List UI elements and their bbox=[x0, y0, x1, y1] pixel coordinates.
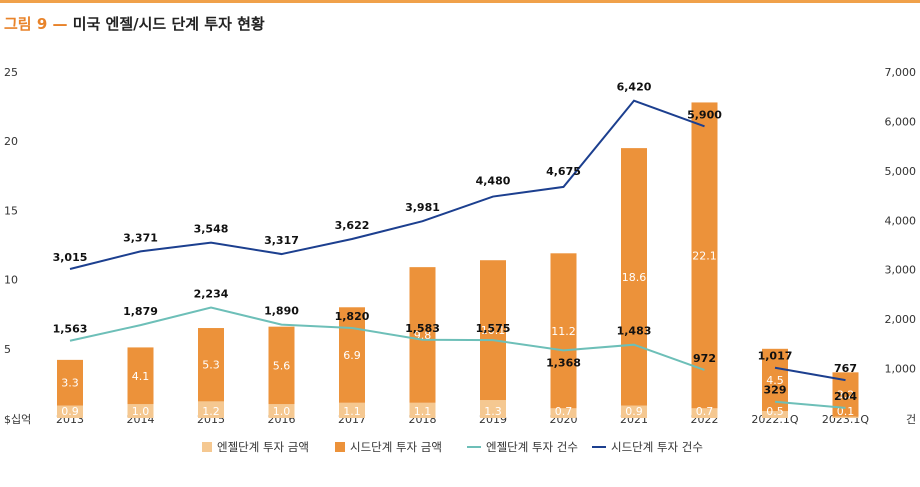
y-right-tick-label: 7,000 bbox=[885, 66, 917, 79]
bar-angel-amount bbox=[57, 405, 83, 418]
bar-seed-amount bbox=[57, 359, 83, 406]
top-accent-line bbox=[0, 0, 920, 3]
y-axis-right-label: 건 bbox=[906, 413, 916, 426]
y-right-tick-label: 3,000 bbox=[885, 264, 917, 277]
seed-count-label: 3,548 bbox=[194, 223, 229, 236]
y-right-tick-label: 5,000 bbox=[885, 165, 917, 178]
angel-count-label: 1,583 bbox=[405, 322, 440, 335]
bar-angel-amount-label: 1.2 bbox=[202, 405, 220, 418]
bar-angel-amount-label: 1.3 bbox=[484, 405, 502, 418]
bar-seed-amount-label: 3.2 bbox=[837, 388, 855, 401]
bar-seed-amount-label: 22.1 bbox=[692, 249, 717, 262]
seed-count-label: 3,981 bbox=[405, 201, 440, 214]
y-left-tick-label: 5 bbox=[4, 343, 11, 356]
y-right-tick-label: 2,000 bbox=[885, 313, 917, 326]
bar-seed-amount-label: 5.3 bbox=[202, 359, 220, 372]
y-axis-left-label: $십억 bbox=[4, 413, 31, 426]
bar-seed-amount bbox=[268, 326, 295, 405]
bar-angel-amount-label: 0.5 bbox=[766, 405, 784, 418]
bar-seed-amount bbox=[550, 253, 577, 409]
bar-angel-amount-label: 1.0 bbox=[273, 405, 291, 418]
y-left-tick-label: 15 bbox=[4, 204, 18, 217]
seed-count-quarterly-line bbox=[774, 366, 846, 382]
seed-count-label: 4,480 bbox=[476, 175, 511, 188]
bar-angel-amount bbox=[480, 400, 506, 418]
bar-seed-amount-label: 3.3 bbox=[61, 377, 79, 390]
angel-count-line bbox=[69, 306, 705, 371]
y-left-tick-label: 10 bbox=[4, 274, 18, 287]
y-left-tick-label: 25 bbox=[4, 66, 18, 79]
angel-count-label: 972 bbox=[693, 352, 716, 365]
bar-angel-amount-label: 0.7 bbox=[555, 405, 573, 418]
bar-seed-amount-label: 4.1 bbox=[132, 370, 150, 383]
bar-seed-amount bbox=[762, 348, 788, 412]
y-right-tick-label: 6,000 bbox=[885, 115, 917, 128]
bar-seed-amount bbox=[691, 102, 718, 409]
bar-angel-amount bbox=[832, 416, 859, 418]
bar-seed-amount bbox=[339, 307, 365, 403]
legend-label: 엔젤단계 투자 건수 bbox=[486, 440, 578, 454]
seed-count-label: 1,017 bbox=[758, 350, 793, 363]
y-right-tick-label: 4,000 bbox=[885, 214, 917, 227]
bar-angel-amount-label: 0.7 bbox=[696, 405, 714, 418]
bar-seed-amount-label: 10.1 bbox=[481, 324, 506, 337]
seed-count-label: 3,371 bbox=[123, 231, 158, 244]
bar-angel-amount bbox=[268, 404, 295, 418]
angel-count-label: 1,575 bbox=[476, 322, 511, 335]
bar-seed-amount-label: 18.6 bbox=[622, 271, 647, 284]
angel-count-label: 1,879 bbox=[123, 305, 158, 318]
seed-count-label: 6,420 bbox=[617, 81, 652, 94]
angel-count-label: 1,563 bbox=[53, 323, 88, 336]
bar-angel-amount bbox=[127, 404, 154, 418]
legend-label: 시드단계 투자 건수 bbox=[611, 440, 703, 454]
legend-label: 시드단계 투자 금액 bbox=[350, 440, 442, 454]
legend-swatch bbox=[335, 442, 345, 452]
bar-angel-amount bbox=[198, 401, 224, 418]
bar-angel-amount-label: 0.9 bbox=[625, 405, 643, 418]
bar-angel-amount bbox=[339, 402, 365, 418]
y-right-tick-label: 1,000 bbox=[885, 363, 917, 376]
angel-count-label: 1,890 bbox=[264, 305, 299, 318]
seed-count-label: 767 bbox=[834, 362, 857, 375]
angel-count-label: 2,234 bbox=[194, 288, 229, 301]
bar-seed-amount-label: 6.9 bbox=[343, 349, 361, 362]
bar-seed-amount bbox=[127, 347, 154, 405]
bar-seed-amount bbox=[409, 267, 436, 403]
y-left-tick-label: 20 bbox=[4, 135, 18, 148]
bar-angel-amount-label: 1.1 bbox=[343, 405, 361, 418]
figure-title-text: 미국 엔젤/시드 단계 투자 현황 bbox=[72, 15, 265, 33]
bar-seed-amount-label: 4.5 bbox=[766, 374, 784, 387]
angel-count-label: 1,483 bbox=[617, 325, 652, 338]
bar-angel-amount bbox=[409, 402, 436, 418]
bar-seed-amount bbox=[198, 328, 224, 402]
seed-count-label: 3,015 bbox=[53, 251, 88, 264]
legend-label: 엔젤단계 투자 금액 bbox=[217, 440, 309, 454]
angel-count-label: 329 bbox=[764, 384, 787, 397]
bar-seed-amount bbox=[621, 148, 647, 406]
bar-angel-amount bbox=[691, 408, 718, 418]
figure-number: 그림 9 — bbox=[4, 15, 68, 33]
seed-count-label: 5,900 bbox=[687, 108, 722, 121]
bar-angel-amount bbox=[621, 405, 647, 418]
bar-seed-amount-label: 11.2 bbox=[551, 325, 576, 338]
angel-count-label: 1,368 bbox=[546, 356, 581, 369]
bar-angel-amount bbox=[762, 411, 788, 418]
legend-swatch bbox=[202, 442, 212, 452]
seed-count-label: 3,317 bbox=[264, 234, 299, 247]
angel-count-label: 204 bbox=[834, 390, 857, 403]
angel-count-label: 1,820 bbox=[335, 310, 370, 323]
bar-angel-amount-label: 1.1 bbox=[414, 405, 432, 418]
seed-count-label: 4,675 bbox=[546, 165, 581, 178]
seed-count-line bbox=[69, 99, 705, 270]
figure-title: 그림 9 — 미국 엔젤/시드 단계 투자 현황 bbox=[4, 13, 265, 34]
seed-count-label: 3,622 bbox=[335, 219, 370, 232]
bar-angel-amount bbox=[550, 408, 577, 418]
bar-seed-amount bbox=[480, 260, 506, 401]
bar-angel-amount-label: 0.9 bbox=[61, 405, 79, 418]
angel-count-quarterly-line bbox=[774, 400, 846, 409]
bar-angel-amount-label: 1.0 bbox=[132, 405, 150, 418]
bar-seed-amount-label: 5.6 bbox=[273, 359, 291, 372]
